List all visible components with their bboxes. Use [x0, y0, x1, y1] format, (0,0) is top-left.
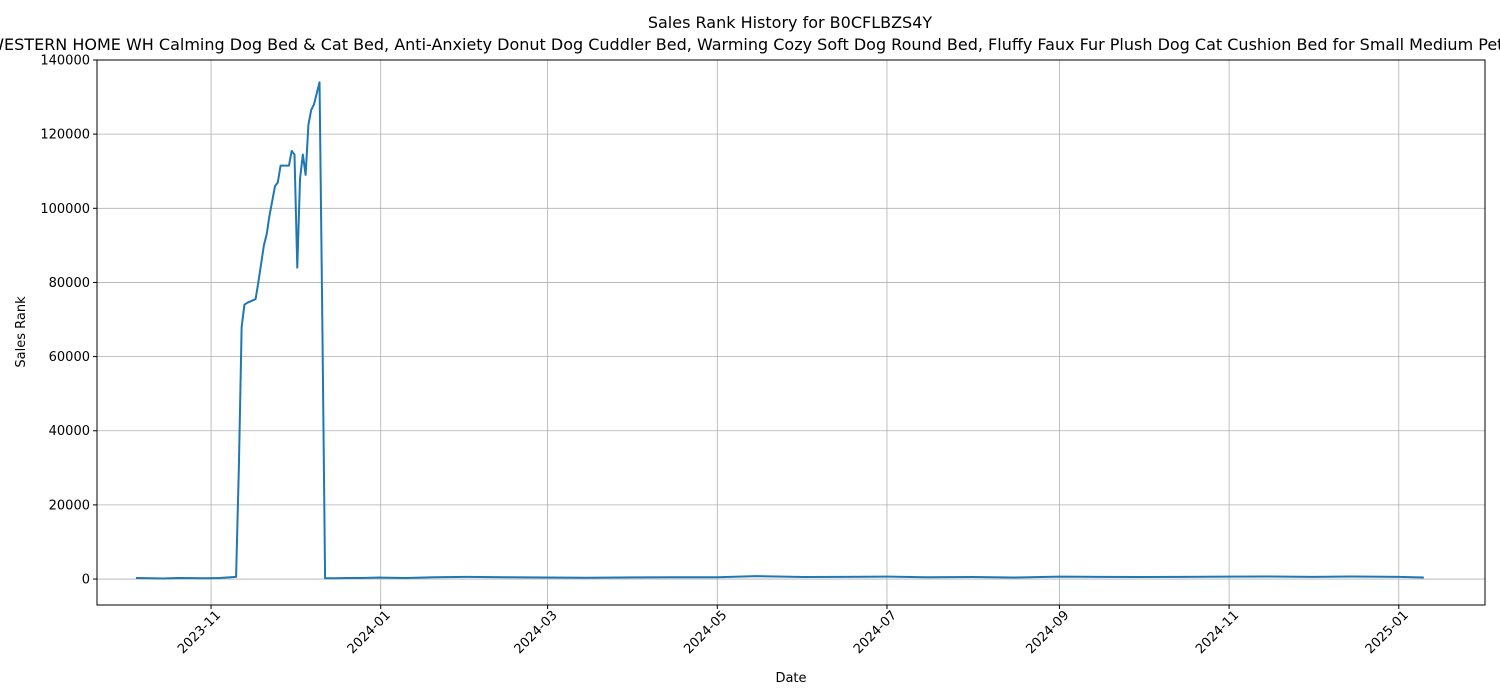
x-tick-label: 2025-01	[1363, 608, 1412, 657]
series-layer	[135, 81, 1424, 580]
x-tick-label: 2024-05	[681, 608, 730, 657]
y-tick-label: 120000	[40, 128, 90, 143]
y-tick-label: 100000	[40, 202, 90, 217]
y-tick-label: 0	[82, 573, 90, 588]
y-tick-label: 20000	[49, 498, 90, 513]
chart-title: Sales Rank History for B0CFLBZS4Y	[648, 13, 933, 32]
y-axis-ticks: 0 20000 40000 60000 80000 100000 120000 140000	[40, 54, 97, 588]
plot-frame	[96, 59, 1486, 606]
y-tick-label: 40000	[49, 424, 90, 439]
x-tick-label: 2024-11	[1193, 608, 1242, 657]
y-tick-label: 140000	[40, 54, 90, 69]
x-tick-label: 2024-07	[851, 608, 900, 657]
x-tick-label: 2024-01	[345, 608, 394, 657]
y-tick-label: 60000	[49, 350, 90, 365]
sales-rank-line	[135, 81, 1424, 580]
y-axis-label: Sales Rank	[14, 296, 29, 368]
x-tick-label: 2024-03	[512, 608, 561, 657]
x-axis-label: Date	[775, 671, 806, 686]
x-tick-label: 2024-09	[1023, 608, 1072, 657]
y-tick-label: 80000	[49, 276, 90, 291]
x-axis-ticks: 2023-11 2024-01 2024-03 2024-05 2024-07 2024-…	[175, 605, 1412, 657]
grid-lines	[97, 59, 1485, 605]
chart-subtitle: WESTERN HOME WH Calming Dog Bed & Cat Be…	[0, 35, 1500, 54]
x-tick-label: 2023-11	[175, 608, 224, 657]
